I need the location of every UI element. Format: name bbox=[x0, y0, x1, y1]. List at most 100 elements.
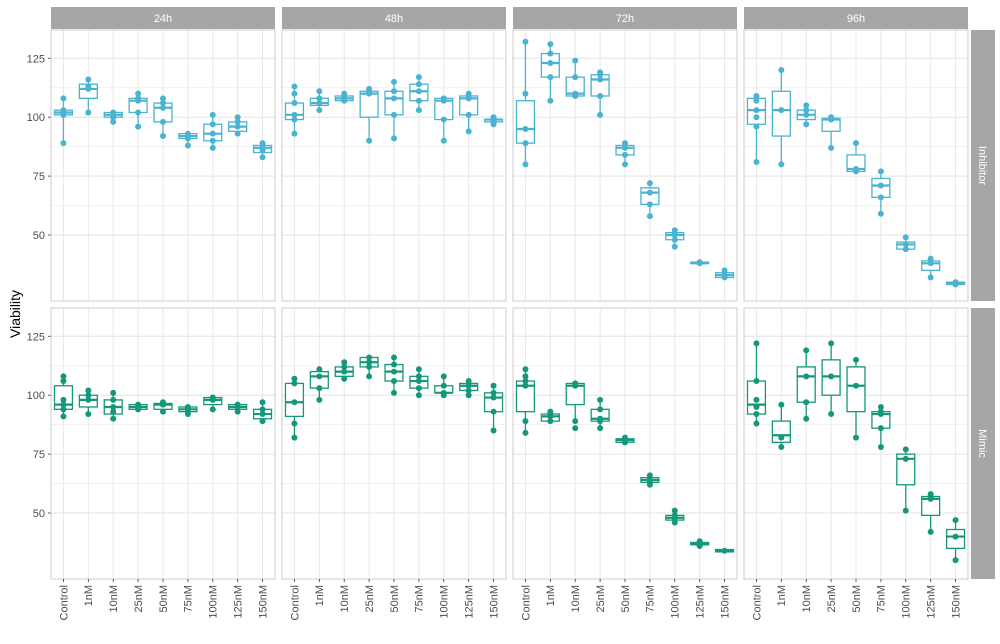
data-point bbox=[853, 166, 859, 173]
data-point bbox=[803, 121, 810, 128]
data-point bbox=[753, 107, 760, 114]
data-point bbox=[803, 415, 810, 422]
data-point bbox=[952, 533, 959, 540]
data-point bbox=[547, 408, 554, 415]
data-point bbox=[465, 90, 472, 97]
data-point bbox=[440, 373, 447, 380]
data-point bbox=[110, 389, 117, 396]
panel-Mimic-24h: Control 1nM 10nM 25nM 50nM 75nM 100nM 125nM 150n… bbox=[50, 307, 276, 620]
data-point bbox=[902, 507, 909, 514]
data-point bbox=[415, 81, 422, 88]
data-point bbox=[522, 125, 529, 132]
data-point bbox=[234, 114, 241, 121]
x-tick-label: 150nM bbox=[257, 585, 269, 619]
data-point bbox=[646, 180, 653, 187]
data-point bbox=[110, 403, 117, 410]
data-point bbox=[391, 368, 397, 375]
data-point bbox=[572, 90, 579, 97]
data-point bbox=[490, 382, 497, 389]
data-point bbox=[85, 83, 92, 90]
data-point bbox=[316, 107, 323, 114]
data-point bbox=[597, 92, 604, 99]
data-point bbox=[753, 340, 760, 347]
data-point bbox=[671, 232, 678, 239]
data-point bbox=[753, 97, 760, 104]
data-point bbox=[110, 109, 117, 116]
data-point bbox=[291, 100, 298, 107]
data-point bbox=[803, 347, 810, 354]
panel-border bbox=[50, 29, 276, 302]
data-point bbox=[209, 130, 216, 137]
data-point bbox=[341, 90, 348, 97]
x-tick-label: 75nM bbox=[183, 585, 195, 613]
box-100nM bbox=[896, 453, 916, 486]
data-point bbox=[391, 389, 397, 396]
data-point bbox=[778, 434, 785, 441]
data-point bbox=[316, 396, 323, 403]
data-point bbox=[778, 161, 785, 168]
data-point bbox=[853, 382, 859, 389]
data-point bbox=[522, 38, 529, 45]
data-point bbox=[366, 359, 373, 366]
data-point bbox=[803, 399, 810, 406]
x-tick-label: Control bbox=[751, 585, 763, 620]
column-strip-label: 72h bbox=[616, 13, 634, 25]
data-point bbox=[753, 403, 760, 410]
data-point bbox=[522, 429, 529, 436]
data-point bbox=[671, 512, 678, 519]
data-point bbox=[522, 161, 529, 168]
x-tick-label: Control bbox=[289, 585, 301, 620]
row-strip-Inhibitor bbox=[971, 30, 995, 301]
data-point bbox=[597, 415, 604, 422]
data-point bbox=[391, 78, 397, 85]
data-point bbox=[597, 396, 604, 403]
data-point bbox=[440, 382, 447, 389]
data-point bbox=[234, 118, 241, 125]
data-point bbox=[465, 392, 472, 399]
data-point bbox=[522, 140, 529, 147]
data-point bbox=[341, 368, 348, 375]
data-point bbox=[85, 396, 92, 403]
data-point bbox=[415, 378, 422, 385]
data-point bbox=[209, 144, 216, 151]
data-point bbox=[671, 243, 678, 250]
data-point bbox=[415, 97, 422, 104]
data-point bbox=[753, 158, 760, 165]
box-Control bbox=[515, 100, 536, 144]
column-strip-label: 96h bbox=[847, 13, 865, 25]
data-point bbox=[291, 380, 298, 387]
data-point bbox=[522, 366, 529, 373]
data-point bbox=[415, 373, 422, 380]
data-point bbox=[110, 396, 117, 403]
data-point bbox=[160, 133, 166, 140]
data-point bbox=[597, 406, 604, 413]
data-point bbox=[465, 382, 472, 389]
x-tick-label: 10nM bbox=[570, 585, 582, 613]
data-point bbox=[291, 375, 298, 382]
panel-Inhibitor-72h bbox=[512, 29, 738, 302]
data-point bbox=[671, 236, 678, 243]
panel-Inhibitor-48h bbox=[281, 29, 507, 302]
data-point bbox=[209, 394, 216, 401]
data-point bbox=[316, 366, 323, 373]
x-tick-label: Control bbox=[520, 585, 532, 620]
data-point bbox=[721, 547, 728, 554]
data-point bbox=[927, 495, 934, 502]
data-point bbox=[572, 425, 579, 432]
data-point bbox=[135, 401, 142, 408]
column-strip-label: 24h bbox=[154, 13, 172, 25]
data-point bbox=[646, 477, 653, 484]
data-point bbox=[753, 92, 760, 99]
data-point bbox=[440, 137, 447, 144]
data-point bbox=[778, 444, 785, 451]
data-point bbox=[366, 354, 373, 361]
data-point bbox=[877, 182, 884, 189]
data-point bbox=[316, 385, 323, 392]
x-tick-label: 1nM bbox=[776, 585, 788, 606]
data-point bbox=[160, 104, 166, 111]
data-point bbox=[572, 380, 579, 387]
data-point bbox=[597, 69, 604, 76]
data-point bbox=[902, 455, 909, 462]
data-point bbox=[803, 102, 810, 109]
